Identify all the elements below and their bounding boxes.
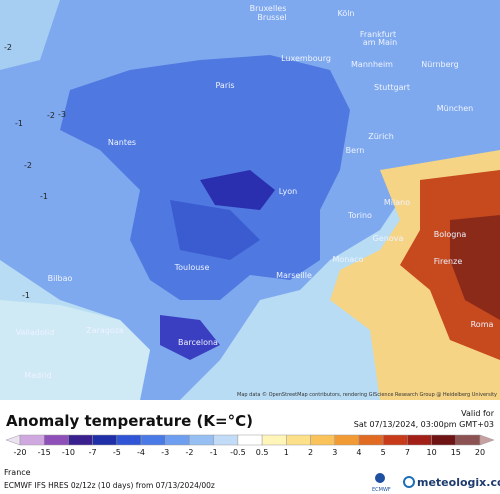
scale-label: -10 [62,448,75,457]
city-label: Köln [337,9,354,18]
contour-label: -3 [58,110,66,119]
scale-label: 4 [356,448,361,457]
scale-label: -4 [137,448,145,457]
channel [0,0,60,70]
scale-label: 3 [332,448,337,457]
region: France [4,468,31,477]
color-swatch [286,434,311,446]
scale-label: 10 [426,448,436,457]
contour-label: -1 [22,291,30,300]
color-swatch [431,434,457,446]
city-label: Valladolid [16,328,55,337]
model-info: ECMWF IFS HRES 0z/12z (10 days) from 07/… [4,481,215,490]
city-label: Frankfurt [360,30,396,39]
color-swatch [43,434,69,446]
city-label: Bilbao [48,274,73,283]
city-label: Nantes [108,138,136,147]
site-icon [403,476,415,488]
color-swatch [310,434,335,446]
contour-label: -1 [40,192,48,201]
color-swatch [382,434,408,446]
scale-label: 5 [381,448,386,457]
city-label: Mannheim [351,60,393,69]
city-label: Madrid [24,371,51,380]
city-label: Luxembourg [281,54,331,63]
scale-label: -3 [161,448,169,457]
color-swatch [334,434,360,446]
cold-area [170,200,260,260]
color-swatch [261,434,287,446]
city-label: Bern [346,146,365,155]
color-swatch [92,434,118,446]
city-label: Roma [471,320,494,329]
city-label: Barcelona [178,338,218,347]
color-swatch [140,434,166,446]
color-swatch [213,434,239,446]
scale-label: 2 [308,448,313,457]
scale-label: -20 [13,448,26,457]
ecmwf-logo: ECMWF [372,487,391,493]
color-arrow [479,434,495,446]
valid-time: Sat 07/13/2024, 03:00pm GMT+03 [354,420,494,429]
city-label: Lyon [279,187,297,196]
color-swatch [455,434,481,446]
city-label: Toulouse [174,263,210,272]
city-label: München [437,104,474,113]
scale-label: 1 [284,448,289,457]
cold-area [160,315,220,360]
city-label: Firenze [434,257,463,266]
color-swatch [189,434,214,446]
city-label: Genova [373,234,404,243]
city-label: Monaco [332,255,363,264]
city-label: Bruxelles [250,4,287,13]
contour-label: -2 [24,161,32,170]
contour-label: -2 [47,111,55,120]
scale-label: -1 [210,448,218,457]
scale-label: 7 [405,448,410,457]
color-swatch [68,434,93,446]
city-label: Marseille [276,271,312,280]
color-swatch [165,434,190,446]
color-swatch [407,434,432,446]
france [60,55,350,300]
city-label: Brussel [257,13,286,22]
city-label: Stuttgart [374,83,410,92]
contour-label: -1 [15,119,23,128]
color-arrow [5,434,21,446]
city-label: Milano [384,198,410,207]
color-swatch [358,434,384,446]
city-label: am Main [363,38,397,47]
city-label: Nürnberg [421,60,459,69]
cold-core [200,170,275,210]
scale-label: -0.5 [230,448,246,457]
contour-label: -2 [4,43,12,52]
scale-label: -15 [38,448,51,457]
ecmwf-icon [375,473,385,483]
valid-label: Valid for [461,409,495,418]
legend-panel: Anomaly temperature (K=°C) Valid for Sat… [4,409,500,493]
color-swatch [237,434,263,446]
city-label: Zaragoza [86,326,124,335]
city-label: Torino [347,211,372,220]
hot-core [450,215,500,320]
scale-label: -5 [113,448,121,457]
scale-label: -7 [89,448,97,457]
legend-title: Anomaly temperature (K=°C) [6,412,253,430]
scale-label: 15 [451,448,461,457]
city-label: Zürich [368,132,394,141]
city-label: Paris [215,81,234,90]
scale-label: -2 [185,448,193,457]
color-swatch [116,434,142,446]
iberia [0,300,150,400]
color-swatch [19,434,45,446]
city-label: Bologna [434,230,467,239]
attribution: Map data © OpenStreetMap contributors, r… [237,391,497,398]
scale-label: 20 [475,448,485,457]
scale-label: 0.5 [256,448,269,457]
site-logo: meteologix.com [417,476,500,489]
